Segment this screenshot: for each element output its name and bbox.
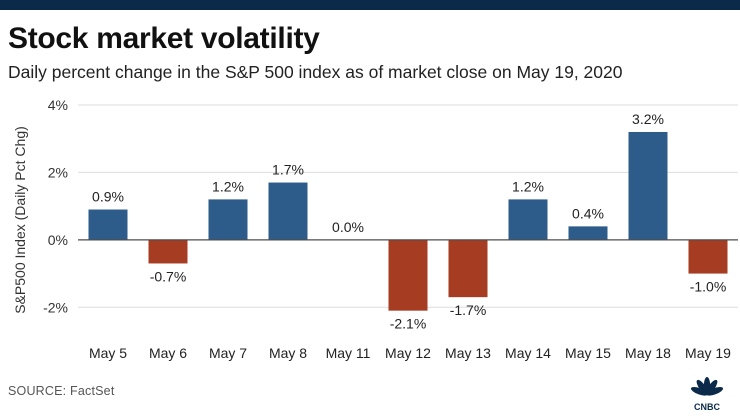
x-tick-label: May 18 — [625, 345, 671, 361]
x-tick-label: May 8 — [269, 345, 307, 361]
data-label: 1.7% — [272, 162, 304, 178]
y-tick-label: 2% — [48, 164, 68, 180]
data-labels: 0.9% -0.7% 1.2% 1.7% 0.0% -2.1% -1.7% 1.2% 0.4% 3… — [92, 111, 726, 332]
bar — [148, 239, 188, 264]
x-tick-label: May 12 — [385, 345, 431, 361]
chart-title: Stock market volatility — [8, 22, 320, 55]
data-label: 1.2% — [212, 178, 244, 194]
data-label: 0.4% — [572, 205, 604, 221]
data-label: 0.9% — [92, 189, 124, 205]
bar — [268, 182, 308, 240]
bar — [448, 239, 488, 298]
data-label: -1.7% — [450, 302, 487, 318]
data-label: 0.0% — [332, 219, 364, 235]
data-label: 3.2% — [632, 111, 664, 127]
top-bar — [0, 0, 740, 10]
y-axis-label: S&P500 Index (Daily Pct Chg) — [12, 126, 28, 314]
bar — [568, 226, 608, 240]
y-tick-label: -2% — [43, 299, 68, 315]
data-label: -0.7% — [150, 268, 187, 284]
x-tick-label: May 7 — [209, 345, 247, 361]
x-tick-label: May 13 — [445, 345, 491, 361]
x-tick-label: May 14 — [505, 345, 551, 361]
x-tick-label: May 15 — [565, 345, 611, 361]
bar — [628, 131, 668, 240]
data-label: -2.1% — [390, 316, 427, 332]
bar — [208, 199, 248, 240]
chart-subtitle: Daily percent change in the S&P 500 inde… — [8, 62, 623, 82]
bar — [508, 199, 548, 240]
x-tick-label: May 5 — [89, 345, 127, 361]
bar — [688, 239, 728, 274]
cnbc-logo: CNBC — [690, 377, 724, 412]
x-tick-label: May 11 — [326, 345, 371, 361]
bar — [88, 209, 128, 240]
source-note: SOURCE: FactSet — [8, 384, 115, 398]
bars — [88, 131, 728, 311]
y-tick-label: 4% — [48, 97, 68, 113]
x-tick-label: May 19 — [685, 345, 731, 361]
data-label: -1.0% — [690, 279, 727, 295]
logo-text: CNBC — [694, 402, 720, 412]
y-tick-label: 0% — [48, 232, 68, 248]
bar — [388, 239, 428, 311]
y-axis-ticks: 4% 2% 0% -2% — [43, 97, 68, 315]
bar-chart: 4% 2% 0% -2% 0.9% -0.7% 1.2% 1.7% 0.0% -2.1% -1.7… — [12, 97, 738, 361]
data-label: 1.2% — [512, 178, 544, 194]
x-tick-label: May 6 — [149, 345, 187, 361]
x-axis-ticks: May 5 May 6 May 7 May 8 May 11 May 12 May 13 Ma… — [89, 345, 731, 361]
